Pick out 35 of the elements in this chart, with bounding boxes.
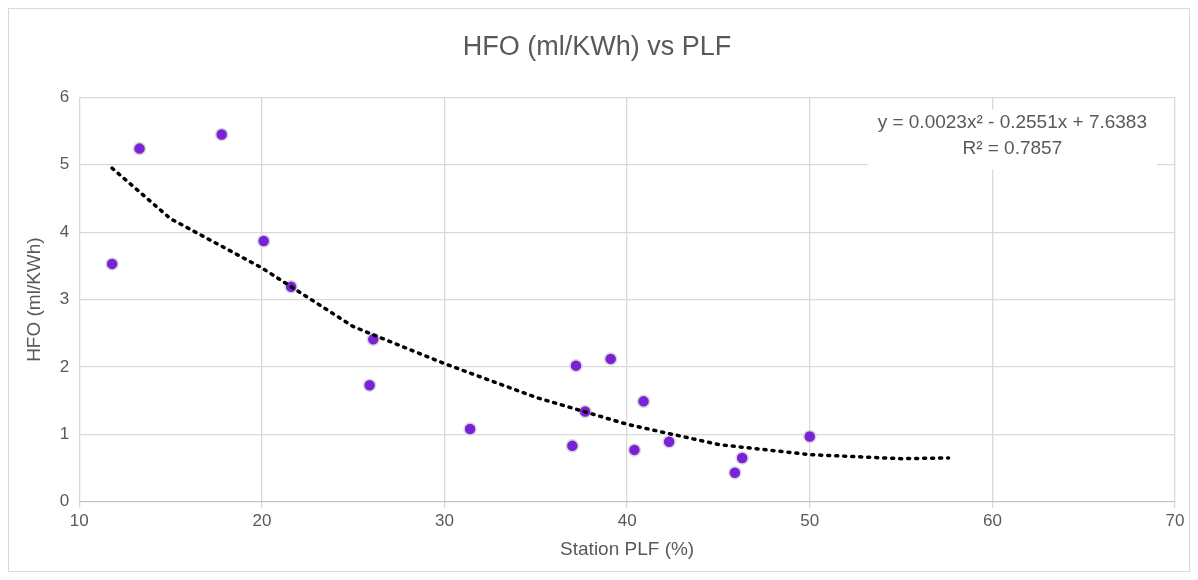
annotation: y = 0.0023x² - 0.2551x + 7.6383 <box>877 111 1147 133</box>
line-series <box>110 166 951 461</box>
x-tick-label: 50 <box>800 510 820 530</box>
point <box>214 127 229 142</box>
point <box>603 352 618 366</box>
point <box>132 141 147 156</box>
point <box>105 257 119 271</box>
x-tick-label: 10 <box>69 510 89 530</box>
y-tick-label: 6 <box>59 87 70 107</box>
point <box>569 358 583 373</box>
y-tick-label: 2 <box>59 356 70 376</box>
x-axis-title: Station PLF (%) <box>560 537 695 559</box>
x-tick-label: 60 <box>982 510 1002 530</box>
y-tick-label: 5 <box>59 154 70 174</box>
x-tick-label: 30 <box>435 510 454 530</box>
point <box>627 443 642 457</box>
annotation: R² = 0.7857 <box>962 137 1063 159</box>
point <box>256 234 271 248</box>
point <box>362 378 377 392</box>
y-tick-label: 4 <box>59 221 70 241</box>
y-tick-label: 3 <box>59 289 70 309</box>
point <box>636 394 651 409</box>
y-tick-label: 1 <box>59 424 70 444</box>
point <box>728 466 742 480</box>
point <box>463 422 477 436</box>
point <box>662 435 676 449</box>
x-tick-label: 40 <box>617 510 637 530</box>
x-tick-label: 70 <box>1165 510 1185 530</box>
y-axis-title: HFO (ml/KWh) <box>22 237 44 362</box>
chart-title: HFO (ml/KWh) vs PLF <box>462 30 732 61</box>
point <box>803 429 817 444</box>
y-tick-label: 0 <box>59 491 70 511</box>
point <box>565 439 580 453</box>
x-tick-label: 20 <box>252 510 272 530</box>
point <box>735 451 749 465</box>
